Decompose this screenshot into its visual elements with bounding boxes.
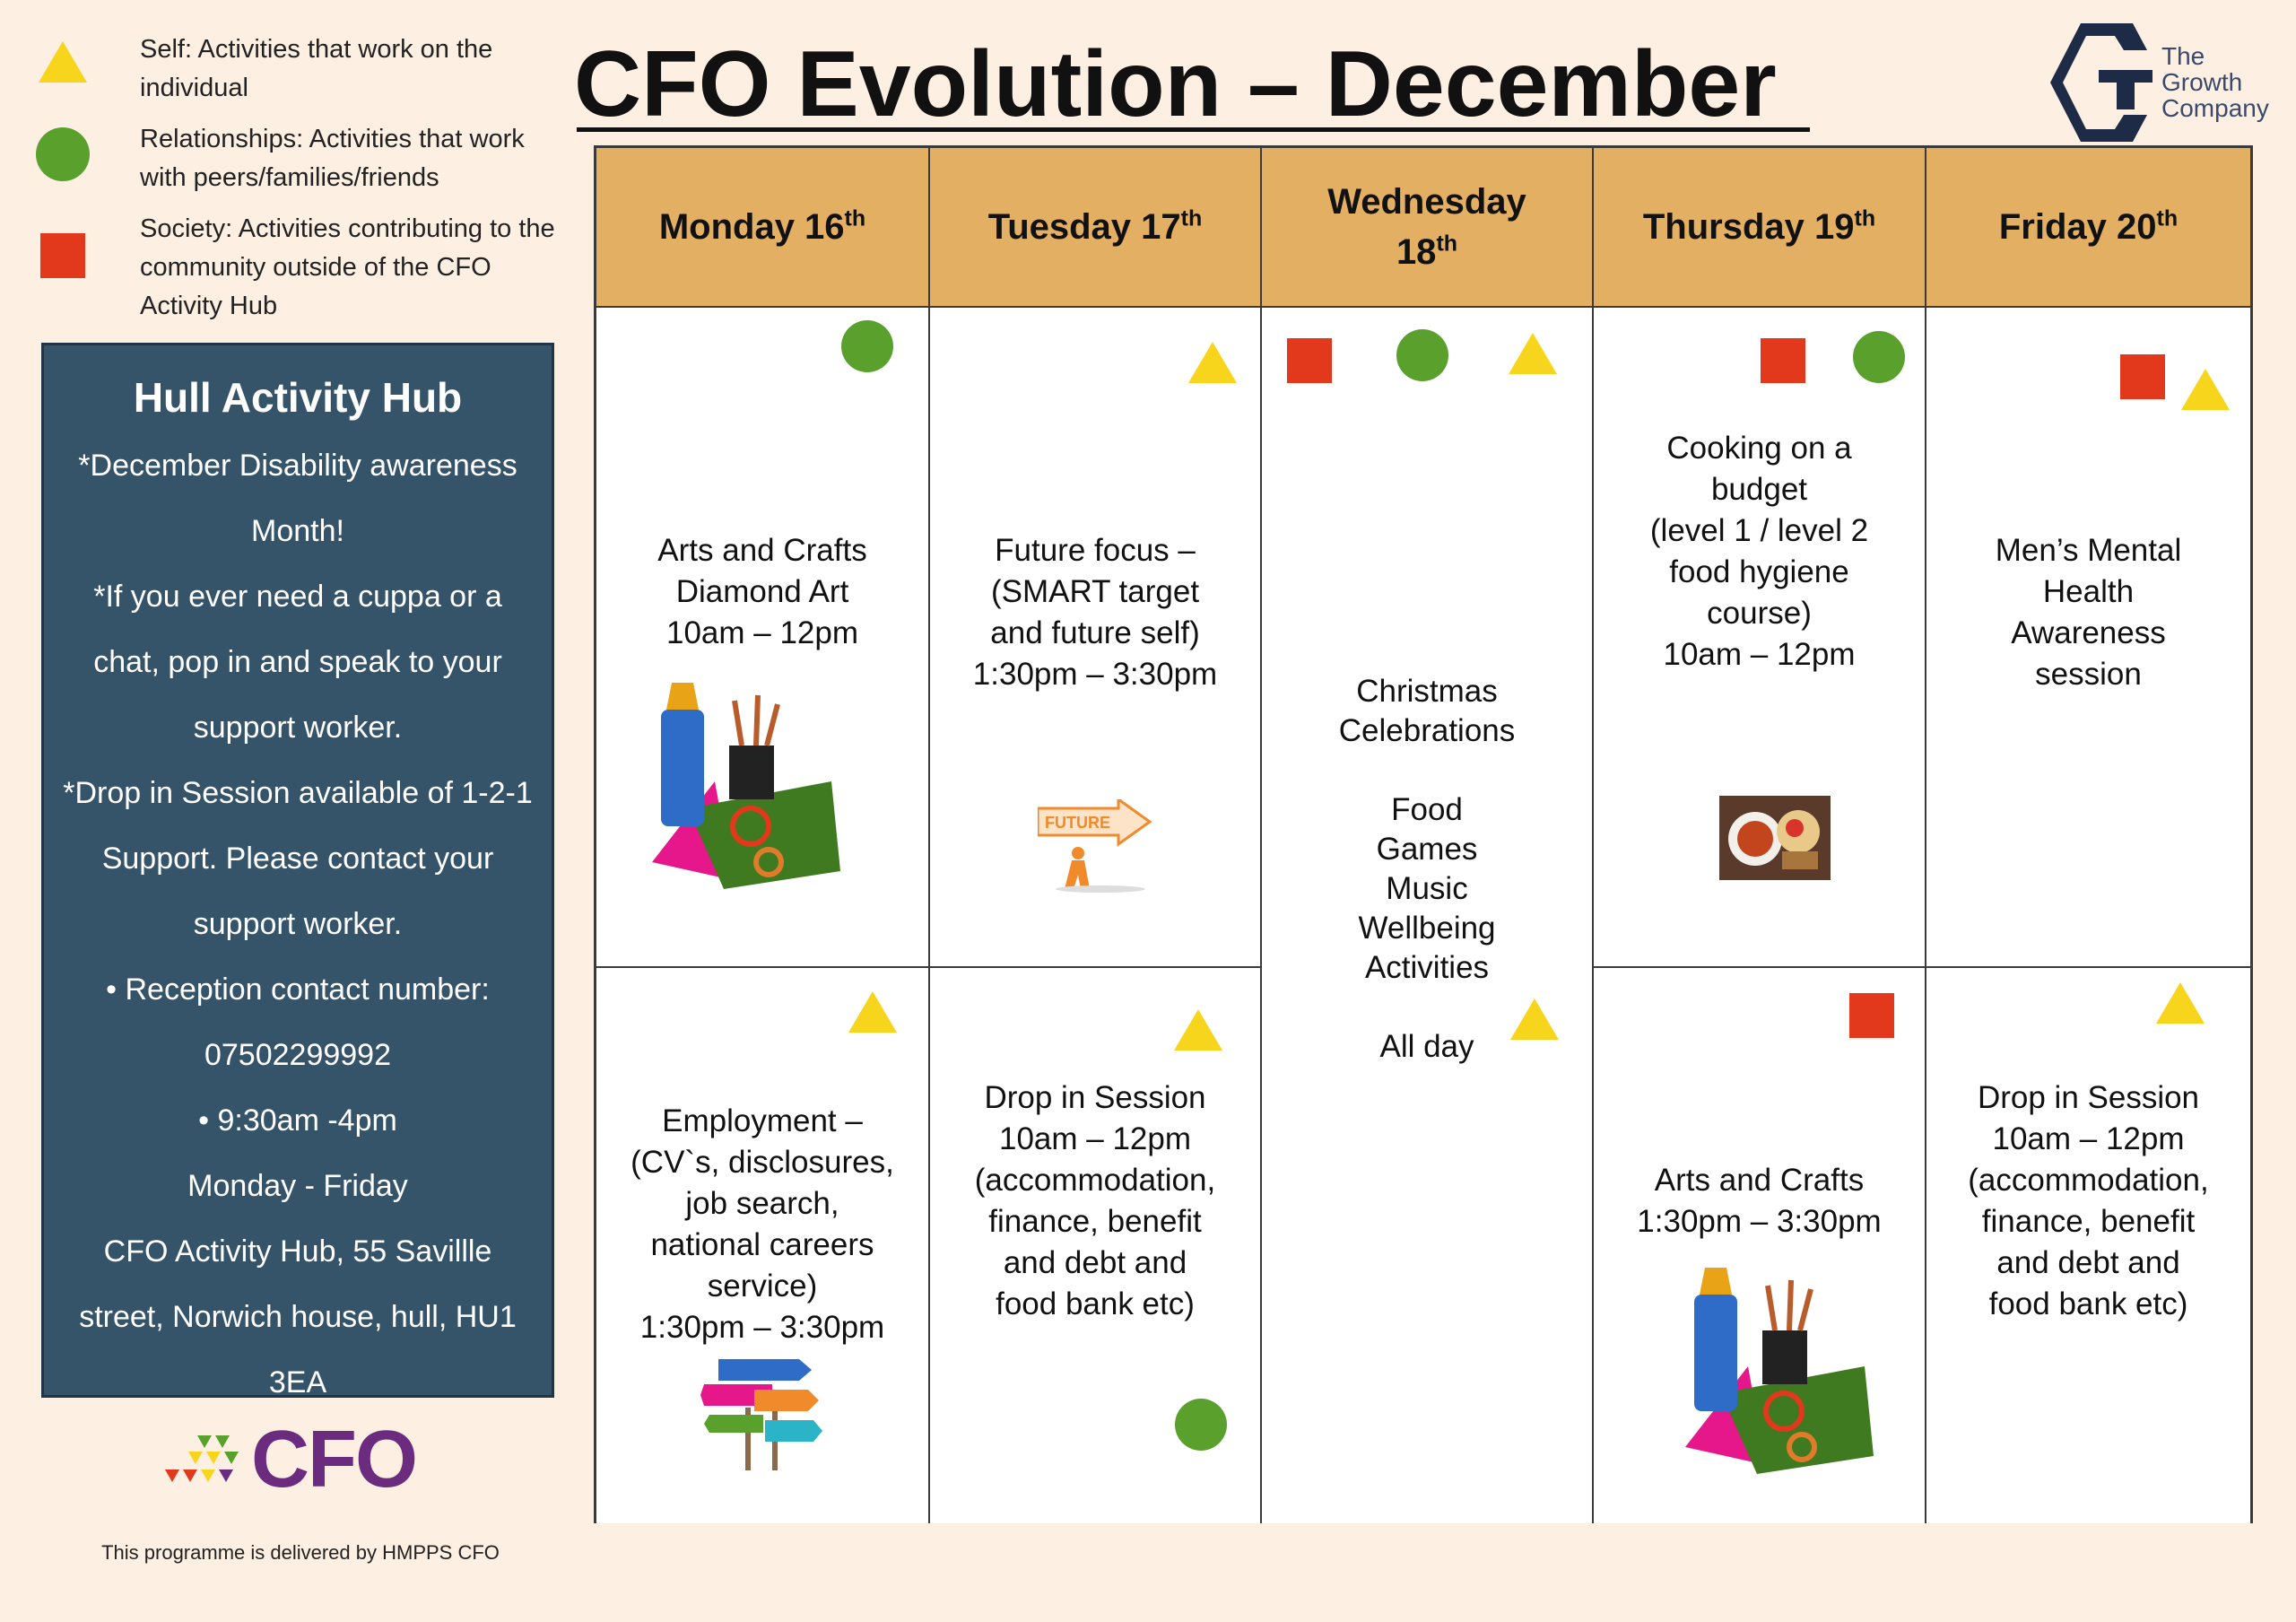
legend-society-text: Society: Activities contributing to the …: [140, 214, 555, 320]
session-monday-afternoon: Employment – (CV`s, disclosures, job sea…: [596, 968, 930, 1523]
hub-line-awareness: *December Disability awareness Month!: [78, 449, 517, 548]
growth-company-logo-icon: [2050, 23, 2152, 142]
hub-line-hours: • 9:30am -4pm: [198, 1103, 397, 1138]
employment-signpost-icon: [700, 1359, 822, 1470]
day-header-monday-label: Monday 16: [658, 207, 845, 247]
society-square-icon: [2120, 354, 2165, 399]
legend-society: Society: Activities contributing to the …: [36, 210, 556, 326]
footer-delivered-text: This programme is delivered by HMPPS CFO: [101, 1541, 500, 1564]
day-header-wednesday-label: Wednesday 18: [1327, 182, 1526, 272]
session-text: Christmas Celebrations Food Games Music …: [1338, 674, 1516, 1064]
growth-text-line1: The: [2161, 42, 2205, 70]
day-suffix: th: [1854, 205, 1876, 231]
future-sign-icon: FUTURE: [1038, 799, 1152, 893]
weekly-calendar: Monday 16th Tuesday 17th Wednesday 18th …: [594, 145, 2253, 1523]
title-underline: [577, 127, 1810, 132]
relationships-circle-icon: [1853, 331, 1905, 383]
growth-text-line2: Growth: [2161, 68, 2243, 96]
session-wednesday-all-day: Christmas Celebrations Food Games Music …: [1262, 308, 1594, 1523]
day-header-friday: Friday 20th: [1926, 148, 2250, 308]
day-suffix: th: [1436, 231, 1458, 257]
day-header-friday-label: Friday 20: [1998, 207, 2157, 247]
cfo-logo: CFO: [161, 1419, 439, 1500]
hub-line-dropin: *Drop in Session available of 1-2-1 Supp…: [63, 776, 533, 941]
cfo-logo-text: CFO: [251, 1415, 418, 1504]
day-header-wednesday: Wednesday 18th: [1262, 148, 1594, 308]
session-text: Drop in Session 10am – 12pm (accommodati…: [974, 1080, 1216, 1321]
hub-line-days: Monday - Friday: [187, 1169, 408, 1203]
society-square-icon: [1849, 993, 1894, 1038]
day-header-tuesday-label: Tuesday 17: [987, 207, 1181, 247]
arts-crafts-clipart-icon: [652, 683, 840, 889]
day-header-thursday-label: Thursday 19: [1642, 207, 1855, 247]
session-text: Men’s Mental Health Awareness session: [1995, 533, 2182, 692]
session-text: Arts and Crafts Diamond Art 10am – 12pm: [657, 533, 867, 650]
session-tuesday-morning: Future focus – (SMART target and future …: [930, 308, 1262, 968]
day-suffix: th: [1180, 205, 1203, 231]
session-thursday-morning: Cooking on a budget (level 1 / level 2 f…: [1594, 308, 1926, 968]
growth-company-text: The Growth Company: [2161, 43, 2269, 121]
society-square-icon: [1761, 338, 1805, 383]
day-header-thursday: Thursday 19th: [1594, 148, 1926, 308]
session-text: Future focus – (SMART target and future …: [972, 533, 1218, 692]
self-triangle-icon: [1188, 342, 1237, 383]
legend-relationships: Relationships: Activities that work with…: [36, 120, 556, 197]
relationships-circle-icon: [841, 320, 893, 372]
session-text: Cooking on a budget (level 1 / level 2 f…: [1649, 431, 1869, 672]
legend-relationships-text: Relationships: Activities that work with…: [140, 125, 525, 192]
hub-line-phone: • Reception contact number: 07502299992: [106, 972, 490, 1072]
session-thursday-afternoon: Arts and Crafts 1:30pm – 3:30pm: [1594, 968, 1926, 1523]
session-text: Employment – (CV`s, disclosures, job sea…: [631, 1103, 894, 1345]
legend-self-text: Self: Activities that work on the indivi…: [140, 35, 493, 102]
legend-self: Self: Activities that work on the indivi…: [36, 31, 556, 108]
self-triangle-icon: [848, 991, 897, 1033]
day-suffix: th: [2156, 205, 2179, 231]
session-friday-morning: Men’s Mental Health Awareness session: [1926, 308, 2250, 968]
relationships-circle-icon: [1175, 1399, 1227, 1451]
yellow-triangle-icon: [39, 41, 87, 83]
hub-info-panel: Hull Activity Hub *December Disability a…: [41, 343, 554, 1400]
day-suffix: th: [844, 205, 866, 231]
arts-crafts-clipart-icon: [1685, 1268, 1874, 1474]
self-triangle-icon: [1510, 998, 1559, 1040]
self-triangle-icon: [1509, 333, 1557, 374]
self-triangle-icon: [2156, 982, 2205, 1024]
session-text: Drop in Session 10am – 12pm (accommodati…: [1968, 1080, 2209, 1321]
day-header-tuesday: Tuesday 17th: [930, 148, 1262, 308]
session-text: Arts and Crafts 1:30pm – 3:30pm: [1637, 1163, 1882, 1239]
session-monday-morning: Arts and Crafts Diamond Art 10am – 12pm: [596, 308, 930, 968]
society-square-icon: [1287, 338, 1332, 383]
hub-line-cuppa: *If you ever need a cuppa or a chat, pop…: [93, 580, 502, 745]
session-friday-afternoon: Drop in Session 10am – 12pm (accommodati…: [1926, 968, 2250, 1523]
food-photo-icon: [1719, 796, 1831, 880]
day-header-monday: Monday 16th: [596, 148, 930, 308]
relationships-circle-icon: [1396, 329, 1448, 381]
session-tuesday-afternoon: Drop in Session 10am – 12pm (accommodati…: [930, 968, 1262, 1523]
growth-text-line3: Company: [2161, 94, 2269, 122]
red-square-icon: [40, 233, 85, 278]
self-triangle-icon: [1174, 1009, 1222, 1051]
cfo-triangles-icon: [165, 1435, 239, 1482]
green-circle-icon: [36, 127, 90, 181]
hub-title: Hull Activity Hub: [133, 374, 463, 421]
hub-line-address: CFO Activity Hub, 55 Savillle street, No…: [79, 1234, 517, 1400]
page-title: CFO Evolution – December: [574, 32, 1777, 136]
self-triangle-icon: [2181, 369, 2230, 410]
svg-text:FUTURE: FUTURE: [1045, 814, 1110, 832]
